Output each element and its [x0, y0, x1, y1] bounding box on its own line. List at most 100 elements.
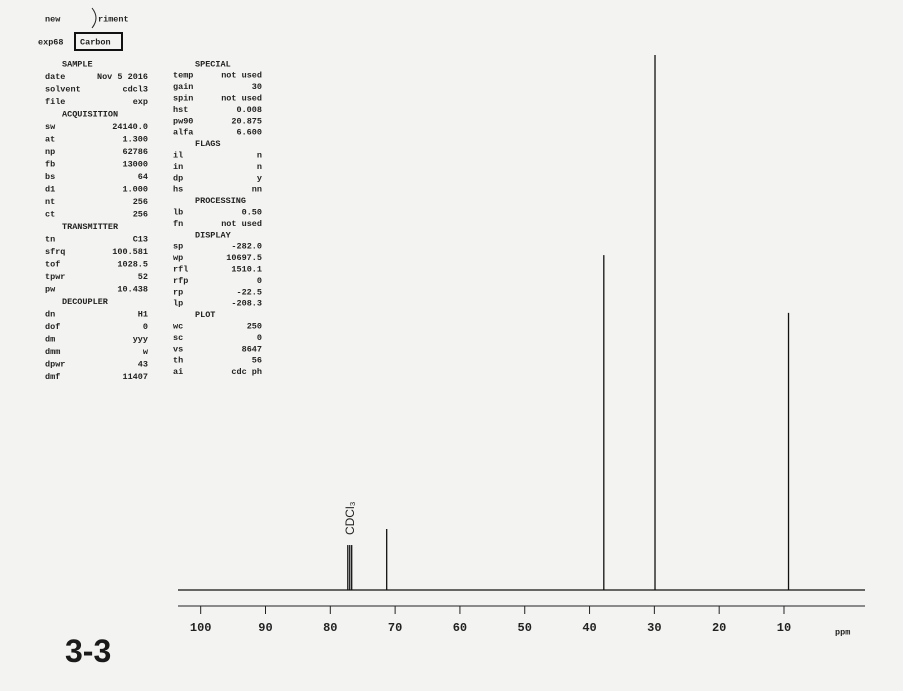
- section-heading: TRANSMITTER: [62, 222, 119, 232]
- param-value: 0: [257, 333, 262, 343]
- param-key: dmm: [45, 347, 60, 357]
- section-heading: SAMPLE: [62, 59, 93, 69]
- param-value: w: [143, 347, 149, 357]
- param-key: rp: [173, 287, 183, 297]
- param-value: 1.300: [122, 134, 148, 144]
- param-key: dpwr: [45, 359, 65, 369]
- param-value: 10.438: [117, 284, 148, 294]
- param-value: 250: [247, 321, 262, 331]
- param-key: dmf: [45, 372, 60, 382]
- param-key: ai: [173, 367, 183, 377]
- param-value: exp: [133, 97, 148, 107]
- section-heading: PLOT: [195, 310, 215, 320]
- param-value: C13: [133, 234, 148, 244]
- param-value: 43: [138, 359, 148, 369]
- param-value: 1028.5: [117, 259, 148, 269]
- param-value: -22.5: [236, 287, 262, 297]
- x-tick-label: 20: [712, 621, 726, 635]
- param-key: tpwr: [45, 272, 65, 282]
- param-key: fb: [45, 159, 55, 169]
- param-value: 100.581: [112, 247, 148, 257]
- page-fold: [91, 7, 97, 29]
- param-key: alfa: [173, 128, 193, 138]
- param-value: 6.600: [236, 128, 262, 138]
- param-value: 64: [138, 172, 148, 182]
- param-key: date: [45, 72, 65, 82]
- section-heading: SPECIAL: [195, 59, 231, 69]
- param-value: 1.000: [122, 184, 148, 194]
- param-value: not used: [221, 71, 262, 81]
- param-key: sfrq: [45, 247, 65, 257]
- param-value: 0: [257, 276, 262, 286]
- param-key: th: [173, 356, 183, 366]
- sample-label: 3-3: [65, 633, 111, 669]
- param-key: solvent: [45, 84, 81, 94]
- param-value: 0.008: [236, 105, 262, 115]
- x-tick-label: 10: [777, 621, 791, 635]
- param-key: hs: [173, 185, 183, 195]
- param-value: 20.875: [231, 116, 262, 126]
- param-key: at: [45, 134, 55, 144]
- section-heading: PROCESSING: [195, 196, 246, 206]
- param-value: n: [257, 150, 262, 160]
- header-word: new: [45, 14, 61, 24]
- param-value: 24140.0: [112, 122, 148, 132]
- param-key: sp: [173, 242, 183, 252]
- param-key: dn: [45, 309, 55, 319]
- param-key: rfl: [173, 264, 188, 274]
- param-value: nn: [252, 185, 262, 195]
- param-key: temp: [173, 71, 193, 81]
- param-value: y: [257, 173, 262, 183]
- param-key: bs: [45, 172, 55, 182]
- param-key: hst: [173, 105, 188, 115]
- param-key: il: [173, 150, 183, 160]
- param-key: in: [173, 162, 183, 172]
- param-value: cdcl3: [122, 84, 148, 94]
- param-key: sc: [173, 333, 183, 343]
- param-value: cdc ph: [231, 367, 262, 377]
- x-tick-label: 50: [518, 621, 532, 635]
- param-key: dp: [173, 173, 183, 183]
- experiment-id: exp68: [38, 37, 64, 47]
- param-key: d1: [45, 184, 55, 194]
- x-axis-label: ppm: [835, 627, 850, 637]
- param-key: np: [45, 147, 55, 157]
- param-value: Nov 5 2016: [97, 72, 148, 82]
- param-value: 30: [252, 82, 262, 92]
- param-value: 256: [133, 209, 148, 219]
- param-value: -282.0: [231, 242, 262, 252]
- x-tick-label: 40: [582, 621, 596, 635]
- param-value: 8647: [242, 344, 262, 354]
- param-value: 10697.5: [226, 253, 262, 263]
- param-key: lp: [173, 299, 183, 309]
- param-value: 56: [252, 356, 262, 366]
- section-heading: DISPLAY: [195, 230, 232, 240]
- param-key: wc: [173, 321, 183, 331]
- section-heading: FLAGS: [195, 139, 221, 149]
- param-key: gain: [173, 82, 193, 92]
- section-heading: DECOUPLER: [62, 297, 109, 307]
- param-key: sw: [45, 122, 56, 132]
- param-key: fn: [173, 219, 183, 229]
- param-key: nt: [45, 197, 55, 207]
- param-value: 0: [143, 322, 148, 332]
- param-key: tn: [45, 234, 55, 244]
- x-tick-label: 80: [323, 621, 337, 635]
- param-key: wp: [173, 253, 183, 263]
- param-key: vs: [173, 344, 183, 354]
- param-key: pw: [45, 284, 56, 294]
- param-value: 52: [138, 272, 148, 282]
- param-key: dof: [45, 322, 60, 332]
- param-value: 0.50: [242, 207, 262, 217]
- param-key: lb: [173, 207, 183, 217]
- x-tick-label: 30: [647, 621, 661, 635]
- x-tick-label: 100: [190, 621, 212, 635]
- param-key: pw90: [173, 116, 193, 126]
- param-key: rfp: [173, 276, 188, 286]
- param-key: file: [45, 97, 65, 107]
- x-tick-label: 90: [258, 621, 272, 635]
- experiment-name: Carbon: [80, 37, 111, 47]
- param-value: 11407: [122, 372, 148, 382]
